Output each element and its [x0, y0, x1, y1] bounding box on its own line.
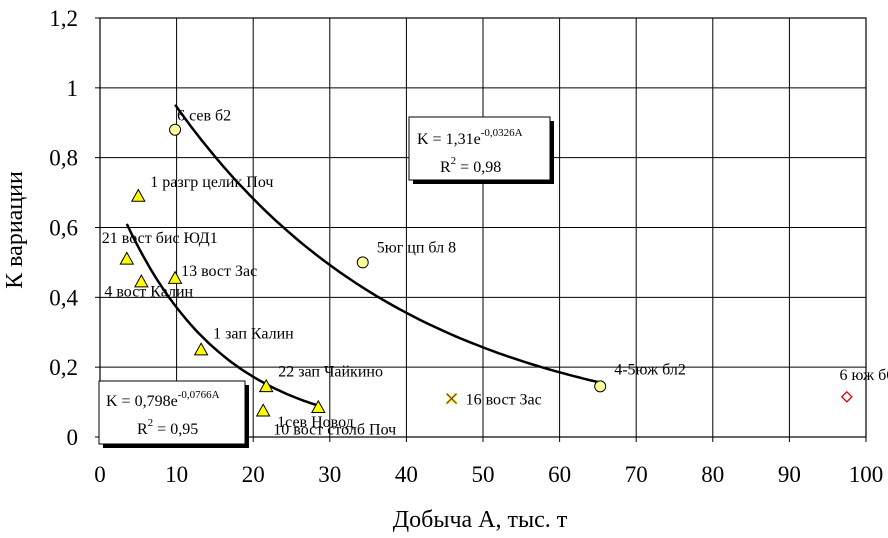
data-point-label: 13 вост Зас — [181, 263, 257, 280]
plot-area-frame — [99, 17, 867, 438]
grid — [95, 17, 867, 442]
data-point-triangle — [134, 274, 149, 288]
x-tick-label: 80 — [701, 462, 724, 487]
data-point-label: 4-5юж бл2 — [614, 361, 686, 378]
trend-equation-2: K = 0,798e-0,0766A — [106, 389, 220, 410]
y-tick-label: 1 — [67, 76, 79, 101]
data-point-label: 1 разгр целик Поч — [150, 174, 273, 191]
y-tick-label: 0,6 — [49, 216, 78, 241]
x-tick-label: 90 — [778, 462, 801, 487]
trend-equation-box-1: K = 1,31e-0,0326A R2 = 0,98 — [408, 116, 554, 184]
data-point-label: 5юг цп бл 8 — [377, 239, 456, 256]
data-point-triangle — [130, 188, 146, 202]
y-tick-label: 0 — [67, 425, 79, 450]
x-tick-label: 10 — [165, 462, 188, 487]
y-tick-label: 0,8 — [49, 146, 78, 171]
x-tick-label: 0 — [94, 462, 106, 487]
data-point-label: 6 юж б6 — [839, 367, 888, 384]
data-point-triangle — [258, 378, 274, 393]
data-point-label: 16 вост Зас — [466, 392, 542, 409]
data-point-triangle — [255, 403, 271, 417]
data-point-label: 4 вост Калин — [104, 284, 193, 301]
x-tick-label: 20 — [242, 462, 265, 487]
trendlines — [125, 103, 601, 407]
data-point-circle — [169, 123, 182, 136]
trendline-2 — [125, 223, 319, 407]
x-tick-label: 30 — [318, 462, 341, 487]
trend-r2-1: R2 = 0,98 — [440, 155, 501, 176]
y-tick-label: 0,2 — [49, 355, 78, 380]
x-tick-label: 100 — [849, 462, 884, 487]
data-point-triangle — [119, 251, 135, 265]
y-tick-label: 1,2 — [49, 6, 78, 31]
data-point-label: 22 зап Чайкино — [278, 363, 383, 380]
x-tick-label: 50 — [472, 462, 495, 487]
trendline-1 — [174, 103, 601, 384]
y-tick-label: 0,4 — [49, 285, 78, 310]
x-tick-label: 70 — [625, 462, 648, 487]
data-points — [119, 123, 853, 417]
data-point-triangle — [193, 342, 209, 356]
data-point-label: 10 вост столб Поч — [273, 421, 396, 438]
data-point-label: 1 зап Калин — [213, 326, 294, 343]
trend-equation-1: K = 1,31e-0,0326A — [417, 127, 523, 148]
tick-labels: 0 10 20 30 40 50 60 70 80 90 100 0 0,2 0,4 0,6 0,8 1 1,2 — [49, 6, 883, 487]
data-point-circle — [356, 256, 369, 269]
x-tick-label: 60 — [548, 462, 571, 487]
data-point-diamond — [840, 390, 853, 403]
data-point-label: 1сев Новод — [277, 414, 354, 431]
x-tick-label: 40 — [395, 462, 418, 487]
x-axis-title: Добыча А, тыс. т — [393, 507, 568, 533]
trend-r2-2: R2 = 0,95 — [137, 417, 198, 438]
data-point-circle — [594, 380, 607, 393]
data-point-label: 21 вост бис ЮД1 — [102, 230, 218, 247]
data-point-label: 6 сев б2 — [177, 108, 231, 125]
point-labels: 6 сев б2 5юг цп бл 8 4-5юж бл2 1 разгр цели… — [102, 108, 888, 439]
data-point-triangle — [310, 399, 326, 414]
data-point-cross-outline — [446, 393, 457, 404]
trend-equation-box-2: K = 0,798e-0,0766A R2 = 0,95 — [98, 380, 249, 448]
y-axis-title: К вариации — [2, 171, 28, 289]
data-point-triangle — [167, 270, 183, 284]
